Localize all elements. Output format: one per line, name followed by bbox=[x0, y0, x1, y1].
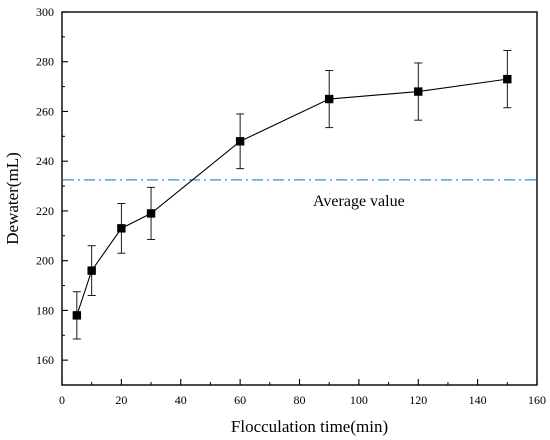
series-layer bbox=[72, 50, 512, 340]
x-tick-label: 0 bbox=[59, 393, 65, 407]
data-point bbox=[146, 209, 156, 218]
x-tick-label: 60 bbox=[234, 393, 246, 407]
x-tick-label: 120 bbox=[409, 393, 427, 407]
y-tick-label: 280 bbox=[36, 55, 54, 69]
x-tick-label: 100 bbox=[350, 393, 368, 407]
y-tick-label: 300 bbox=[36, 5, 54, 19]
x-tick-label: 20 bbox=[115, 393, 127, 407]
y-axis-title: Dewater(mL) bbox=[3, 152, 22, 245]
y-tick-label: 180 bbox=[36, 303, 54, 317]
x-tick-label: 40 bbox=[175, 393, 187, 407]
y-tick-label: 240 bbox=[36, 154, 54, 168]
x-tick-label: 160 bbox=[528, 393, 546, 407]
y-tick-label: 260 bbox=[36, 104, 54, 118]
average-value-label: Average value bbox=[313, 193, 405, 210]
data-point bbox=[87, 266, 96, 275]
plot-frame bbox=[61, 11, 538, 386]
data-point bbox=[414, 87, 423, 96]
series-line bbox=[76, 78, 508, 316]
ticks-layer: 0 20 40 60 80 100 120 140 160 160 180 200 220 240 260 2… bbox=[36, 5, 546, 407]
y-tick-label: 160 bbox=[36, 353, 54, 367]
data-point bbox=[235, 137, 245, 146]
y-tick-label: 220 bbox=[36, 204, 54, 218]
x-tick-label: 140 bbox=[469, 393, 487, 407]
data-point bbox=[117, 224, 126, 233]
x-axis-title: Flocculation time(min) bbox=[231, 417, 388, 436]
data-point bbox=[324, 94, 334, 104]
y-tick-label: 200 bbox=[36, 254, 54, 268]
data-point bbox=[503, 74, 512, 84]
data-point bbox=[72, 311, 82, 320]
x-tick-label: 80 bbox=[294, 393, 306, 407]
